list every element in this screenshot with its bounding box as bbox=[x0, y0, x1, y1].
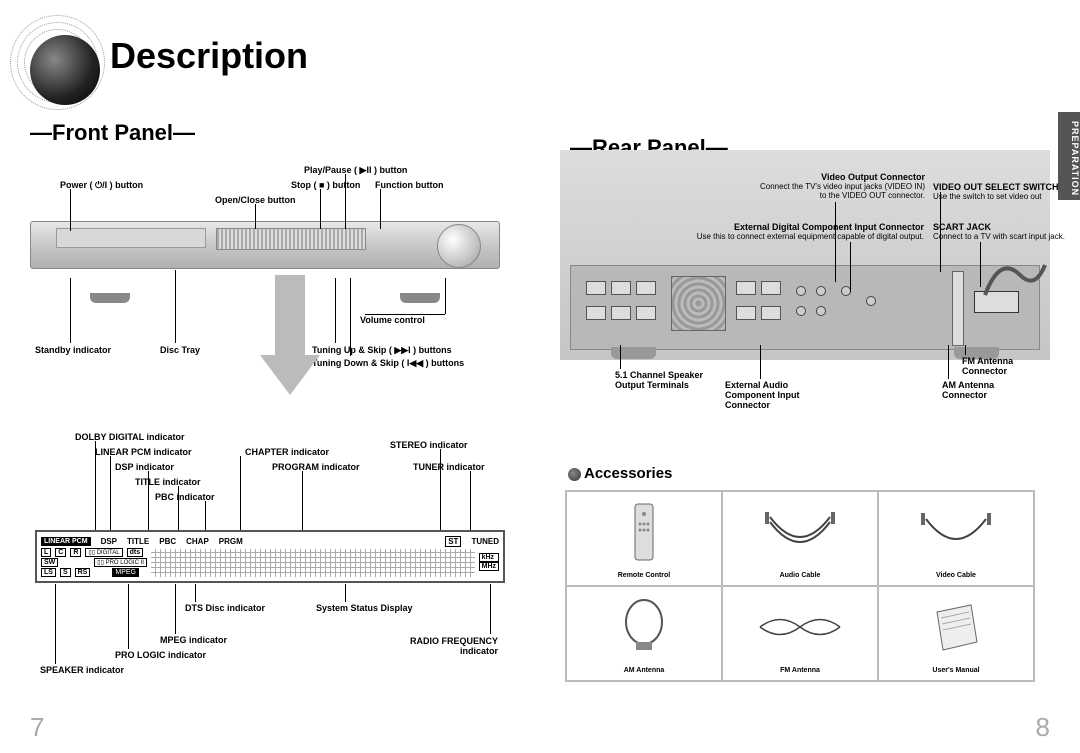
accessories-title: Accessories bbox=[584, 465, 672, 482]
label-volume: Volume control bbox=[360, 315, 425, 325]
label-am: AM Antenna bbox=[942, 380, 994, 390]
label-radio: RADIO FREQUENCYindicator bbox=[410, 636, 498, 656]
label-disctray: Disc Tray bbox=[160, 345, 200, 355]
label-tuneup: Tuning Up & Skip ( ▶▶I ) buttons bbox=[312, 345, 452, 356]
accessories-grid: Remote Control Audio Cable Video Cable A… bbox=[565, 490, 1035, 682]
label-video-out: Video Output Connector bbox=[821, 172, 925, 182]
label-scart: SCART JACK bbox=[933, 222, 991, 232]
page-number-left: 7 bbox=[30, 712, 44, 743]
page-left: Description —Front Panel— Power ( ⏻/I ) … bbox=[0, 0, 540, 753]
acc-am-antenna: AM Antenna bbox=[566, 586, 722, 681]
label-tunedown: Tuning Down & Skip ( I◀◀ ) buttons bbox=[312, 358, 464, 369]
label-ext-digital: External Digital Component Input Connect… bbox=[734, 222, 924, 232]
disc-tray bbox=[56, 228, 206, 248]
side-tab: PREPARATION bbox=[1058, 112, 1080, 200]
acc-audio-cable: Audio Cable bbox=[722, 491, 878, 586]
label-fm: FM Antenna bbox=[962, 356, 1013, 366]
label-status: System Status Display bbox=[316, 603, 413, 613]
acc-remote: Remote Control bbox=[566, 491, 722, 586]
label-program: PROGRAM indicator bbox=[272, 462, 360, 472]
label-speaker-out: 5.1 Channel Speaker bbox=[615, 370, 703, 380]
label-dts: DTS Disc indicator bbox=[185, 603, 265, 613]
page-number-right: 8 bbox=[1036, 712, 1050, 743]
label-function: Function button bbox=[375, 180, 443, 190]
page-title: Description bbox=[110, 35, 308, 77]
speaker-icon bbox=[10, 15, 105, 110]
label-chapter: CHAPTER indicator bbox=[245, 447, 329, 457]
label-power: Power ( ⏻/I ) button bbox=[60, 180, 143, 191]
label-title: TITLE indicator bbox=[135, 477, 201, 487]
rear-illustration: Video Output Connector Connect the TV's … bbox=[560, 150, 1050, 360]
bullet-icon bbox=[568, 468, 581, 481]
front-panel-title: —Front Panel— bbox=[30, 120, 510, 146]
acc-manual: User's Manual bbox=[878, 586, 1034, 681]
tag-lpcm: LINEAR PCM bbox=[41, 537, 91, 546]
label-dsp: DSP indicator bbox=[115, 462, 174, 472]
arrow-down-icon bbox=[260, 275, 320, 395]
acc-fm-antenna: FM Antenna bbox=[722, 586, 878, 681]
label-mpeg: MPEG indicator bbox=[160, 635, 227, 645]
label-prologic: PRO LOGIC indicator bbox=[115, 650, 206, 660]
label-speaker: SPEAKER indicator bbox=[40, 665, 124, 675]
label-ext-audio: External Audio bbox=[725, 380, 788, 390]
label-standby: Standby indicator bbox=[35, 345, 111, 355]
label-dolby: DOLBY DIGITAL indicator bbox=[75, 432, 185, 442]
label-stereo: STEREO indicator bbox=[390, 440, 468, 450]
power-cable-icon bbox=[980, 245, 1050, 305]
label-video-switch: VIDEO OUT SELECT SWITCH bbox=[933, 182, 1059, 192]
display-panel: LINEAR PCM DSP TITLE PBC CHAP PRGM ST TU… bbox=[35, 530, 505, 583]
acc-video-cable: Video Cable bbox=[878, 491, 1034, 586]
label-stop: Stop ( ■ ) button bbox=[291, 180, 360, 190]
label-playpause: Play/Pause ( ▶II ) button bbox=[304, 165, 407, 176]
volume-knob bbox=[437, 224, 481, 268]
label-tuner: TUNER indicator bbox=[413, 462, 485, 472]
